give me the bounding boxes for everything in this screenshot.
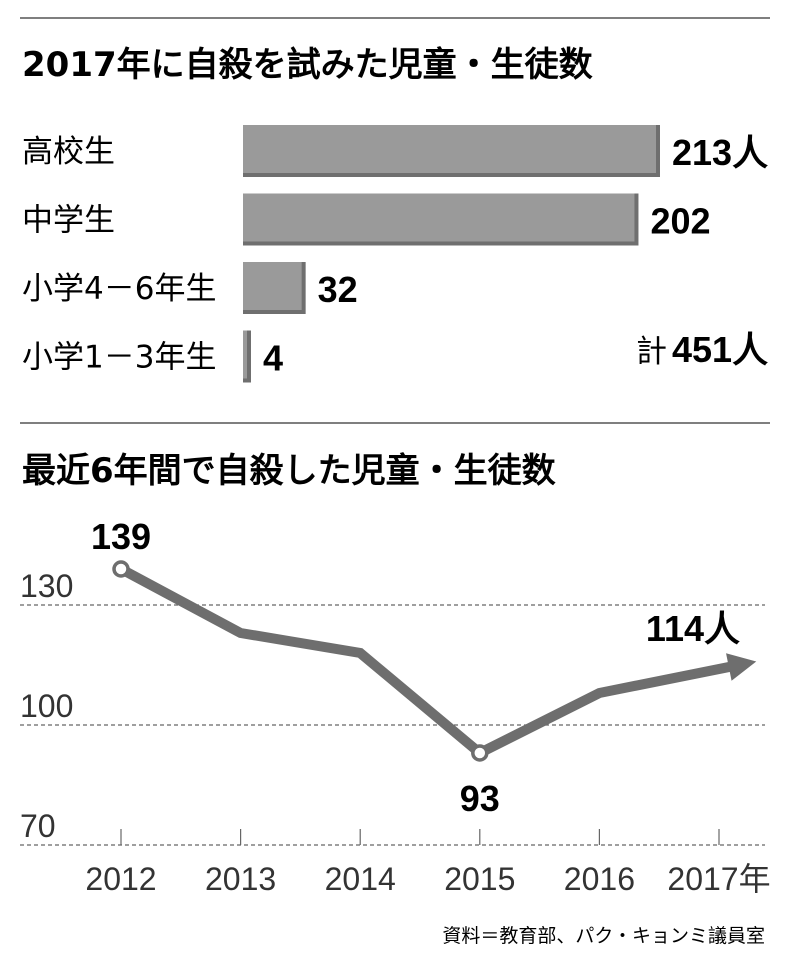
data-label: 139: [91, 516, 151, 557]
bar: [243, 262, 302, 310]
source-note: 資料＝教育部、パク・キョンミ議員室: [442, 925, 765, 947]
arrowhead: [726, 653, 757, 681]
bar-value-label: 32: [318, 269, 358, 310]
x-tick-label: 2016: [564, 861, 635, 897]
y-tick-label: 70: [20, 808, 56, 844]
y-tick-label: 100: [20, 688, 73, 724]
bar: [243, 125, 656, 173]
data-point-marker: [471, 744, 489, 762]
x-tick-label: 2012: [85, 861, 156, 897]
bar-category-label: 小学1－3年生: [22, 340, 216, 376]
x-tick-label: 2017年: [667, 861, 770, 897]
bar-value-label: 202: [650, 201, 710, 242]
bar-category-label: 高校生: [22, 134, 115, 170]
data-label: 114人: [646, 608, 740, 649]
total-label: 計: [636, 334, 667, 370]
series-line: [118, 564, 735, 759]
total-value: 451人: [672, 329, 768, 370]
x-tick-label: 2014: [325, 861, 396, 897]
bar: [243, 330, 247, 379]
x-tick-label: 2015: [444, 861, 515, 897]
data-label: 93: [460, 778, 500, 819]
y-tick-label: 130: [20, 568, 73, 604]
data-point-marker: [112, 560, 130, 578]
bar-value-label: 213人: [672, 132, 768, 173]
bar-category-label: 小学4－6年生: [22, 271, 216, 307]
bar: [243, 193, 635, 242]
bar-chart-title: 2017年に自殺を試みた児童・生徒数: [22, 45, 593, 85]
x-tick-label: 2013: [205, 861, 276, 897]
line-chart-title: 最近6年間で自殺した児童・生徒数: [22, 451, 556, 491]
bar-value-label: 4: [263, 338, 283, 379]
bar-category-label: 中学生: [22, 203, 115, 239]
